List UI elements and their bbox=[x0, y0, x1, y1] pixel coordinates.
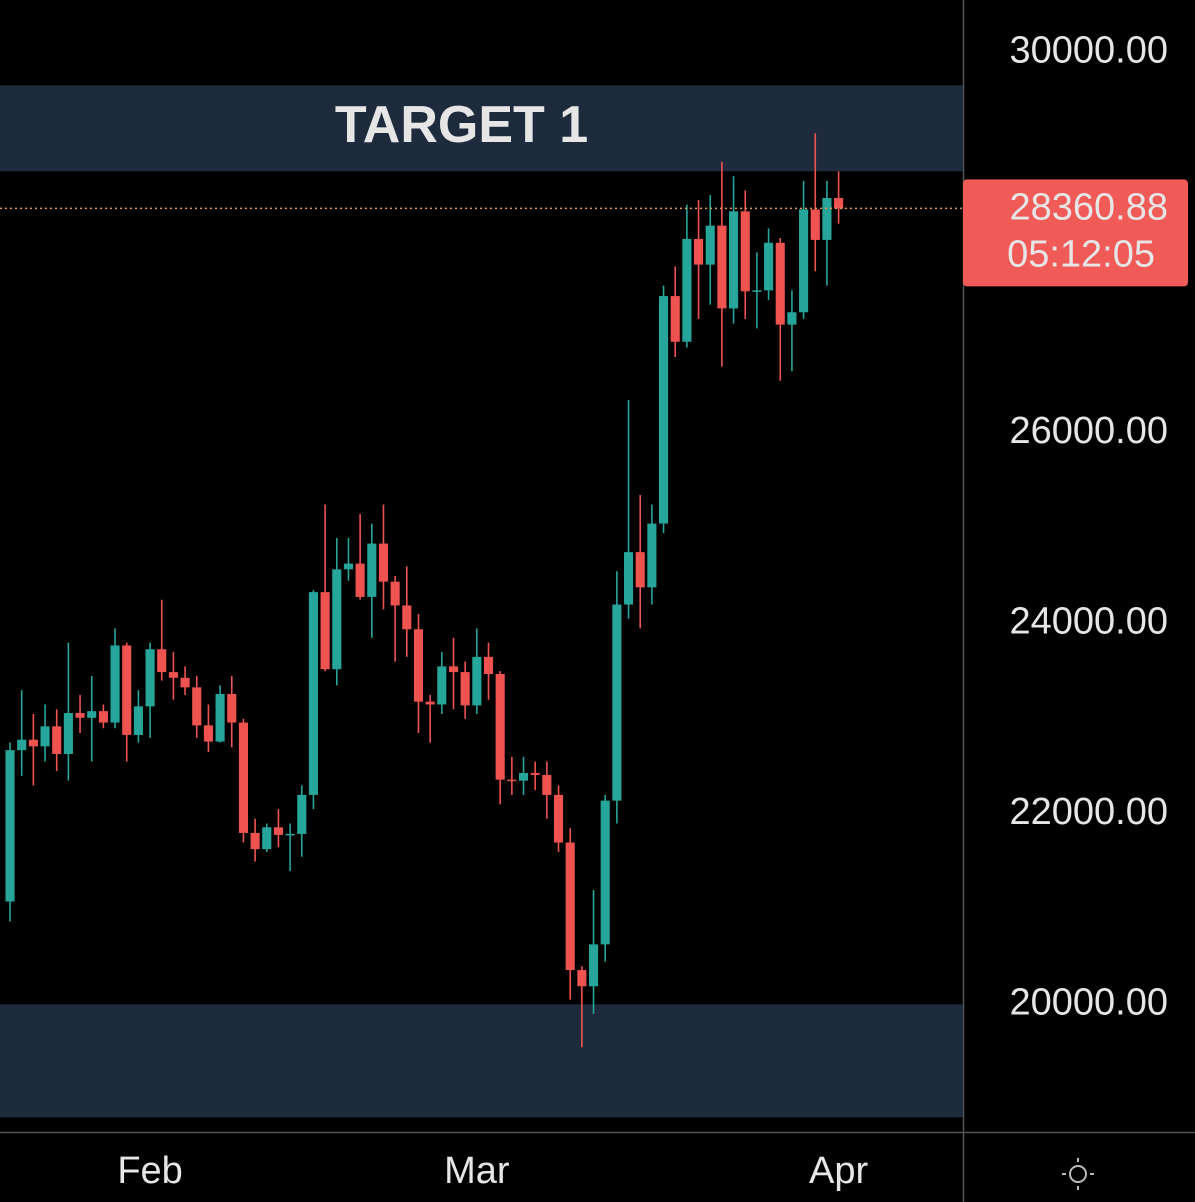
candle-body bbox=[764, 242, 774, 291]
candle-body bbox=[203, 725, 213, 742]
candle-body bbox=[787, 312, 797, 325]
candle-body bbox=[822, 198, 832, 240]
candle-body bbox=[588, 944, 599, 987]
candle-body bbox=[740, 211, 750, 292]
candle-body bbox=[834, 198, 844, 209]
candle-body bbox=[308, 592, 319, 795]
candle-body bbox=[729, 211, 739, 309]
candle-body bbox=[17, 739, 27, 751]
candle-body bbox=[273, 827, 283, 835]
candle-body bbox=[390, 581, 400, 606]
y-tick-label: 22000.00 bbox=[1010, 791, 1169, 833]
candle-body bbox=[367, 543, 377, 597]
candle-body bbox=[577, 970, 587, 987]
y-tick-label: 30000.00 bbox=[1010, 29, 1169, 71]
countdown-label: 05:12:05 bbox=[1007, 233, 1155, 275]
candle-body bbox=[682, 238, 692, 342]
candle-body bbox=[623, 552, 634, 605]
x-tick-label: Apr bbox=[809, 1150, 868, 1192]
candle-body bbox=[402, 605, 412, 630]
candle-body bbox=[658, 296, 669, 524]
y-tick-label: 24000.00 bbox=[1010, 601, 1169, 643]
candle-body bbox=[378, 543, 389, 582]
candle-body bbox=[168, 672, 178, 678]
candle-body bbox=[542, 774, 552, 795]
candle-body bbox=[425, 701, 435, 705]
candle-body bbox=[647, 523, 657, 588]
target-zone bbox=[0, 1004, 963, 1118]
y-tick-label: 20000.00 bbox=[1010, 981, 1169, 1023]
candle-body bbox=[157, 649, 167, 673]
candle-body bbox=[98, 711, 108, 723]
candle-body bbox=[612, 604, 622, 801]
candle-body bbox=[635, 552, 645, 588]
x-tick-label: Feb bbox=[117, 1150, 182, 1192]
settings-icon[interactable] bbox=[1062, 1158, 1094, 1190]
candle-body bbox=[122, 645, 132, 735]
candle-body bbox=[448, 666, 459, 673]
candle-body bbox=[705, 225, 715, 265]
candle-body bbox=[694, 238, 704, 265]
target-zone bbox=[0, 85, 963, 172]
candle-body bbox=[297, 794, 307, 834]
candle-body bbox=[355, 563, 365, 597]
price-label-box bbox=[963, 179, 1188, 287]
y-tick-label: 26000.00 bbox=[1010, 410, 1169, 452]
candle-body bbox=[343, 563, 354, 570]
candle-body bbox=[752, 290, 762, 292]
candle-body bbox=[600, 800, 610, 945]
candle-body bbox=[717, 225, 727, 309]
candle-body bbox=[227, 693, 237, 723]
candle-body bbox=[40, 726, 50, 747]
candle-body bbox=[110, 645, 120, 723]
candle-body bbox=[5, 750, 15, 902]
x-tick-label: Mar bbox=[444, 1150, 510, 1192]
zone-label: TARGET 1 bbox=[335, 96, 588, 154]
candle-body bbox=[507, 779, 517, 782]
candle-body bbox=[320, 592, 330, 670]
candle-body bbox=[75, 713, 85, 718]
candle-body bbox=[413, 629, 424, 702]
candle-body bbox=[87, 711, 97, 718]
candle-body bbox=[145, 649, 155, 707]
candle-body bbox=[192, 687, 202, 726]
candle-body bbox=[530, 773, 540, 775]
candle-body bbox=[483, 656, 494, 675]
candle-body bbox=[63, 713, 73, 754]
candle-body bbox=[775, 242, 785, 325]
candle-body bbox=[437, 666, 447, 705]
candle-body bbox=[810, 209, 820, 240]
candle-body bbox=[472, 656, 482, 706]
candle-body bbox=[133, 706, 143, 735]
candle-body bbox=[670, 296, 680, 342]
candle-body bbox=[250, 832, 260, 850]
candles bbox=[5, 133, 844, 1048]
candle-body bbox=[332, 569, 342, 670]
candle-body bbox=[262, 827, 272, 850]
candle-body bbox=[52, 726, 62, 754]
candle-body bbox=[285, 833, 295, 836]
candle-body bbox=[799, 209, 809, 313]
candle-body bbox=[28, 739, 38, 747]
candle-body bbox=[495, 674, 505, 780]
candle-body bbox=[215, 693, 225, 742]
candle-body bbox=[518, 773, 529, 781]
candle-body bbox=[180, 677, 190, 688]
candle-body bbox=[565, 842, 575, 971]
candle-body bbox=[238, 722, 248, 833]
candle-body bbox=[553, 794, 564, 843]
last-price-label: 28360.88 bbox=[1010, 186, 1169, 228]
candle-body bbox=[460, 672, 470, 706]
